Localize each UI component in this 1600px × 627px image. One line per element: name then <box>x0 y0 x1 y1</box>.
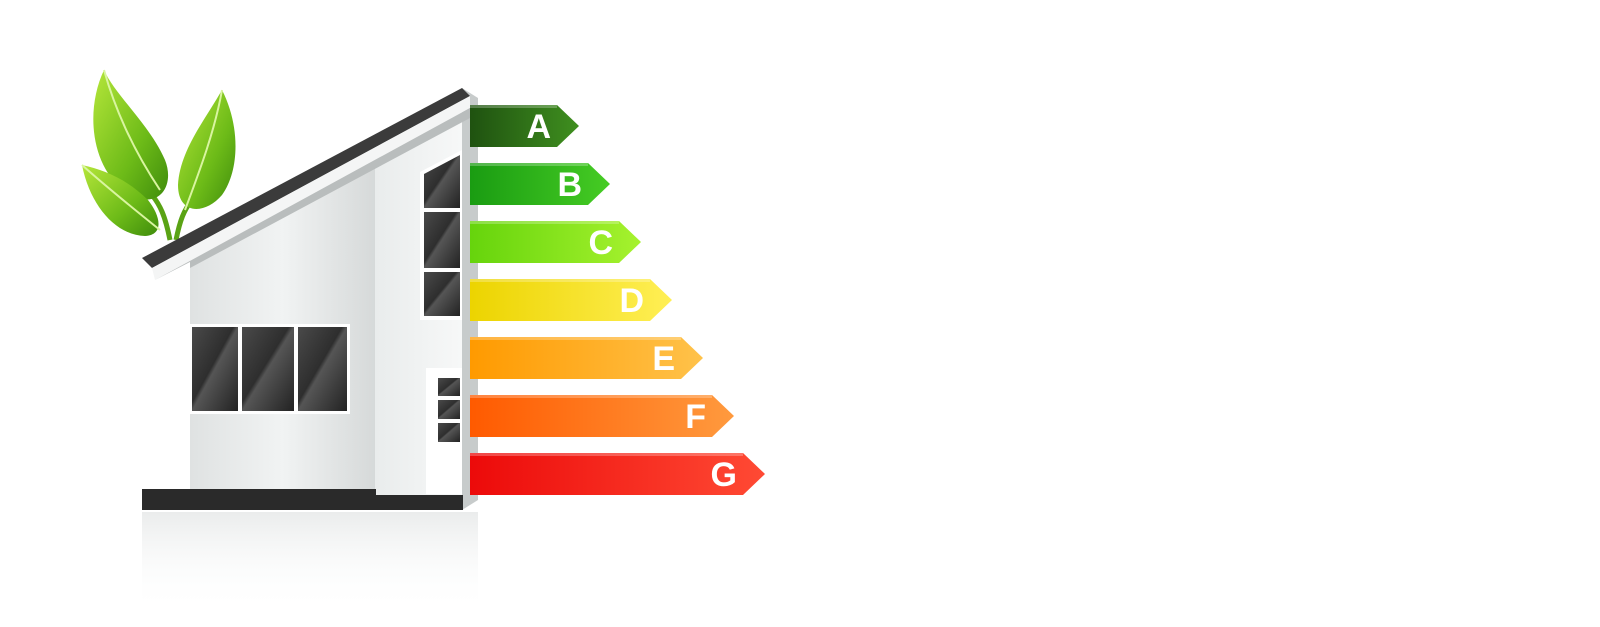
leaves-icon <box>81 69 236 241</box>
rating-letter-e: E <box>652 340 675 378</box>
rating-letter-a: A <box>526 108 551 146</box>
rating-arrow-b <box>470 163 610 205</box>
rating-arrow-a <box>470 105 579 147</box>
rating-arrow-c <box>470 221 641 263</box>
rating-arrow-d <box>470 279 672 321</box>
rating-bar-e: E <box>470 337 703 379</box>
rating-bar-g: G <box>470 453 765 495</box>
rating-letter-c: C <box>588 224 613 262</box>
rating-arrow-g <box>470 453 765 495</box>
rating-arrow-e <box>470 337 703 379</box>
rating-letter-b: B <box>557 166 582 204</box>
rating-letter-g: G <box>711 456 737 494</box>
rating-arrow-f <box>470 395 734 437</box>
rating-bar-c: C <box>470 221 641 263</box>
rating-bar-d: D <box>470 279 672 321</box>
rating-bar-b: B <box>470 163 610 205</box>
rating-letter-d: D <box>619 282 644 320</box>
house-icon <box>142 88 478 612</box>
rating-bar-f: F <box>470 395 734 437</box>
rating-bar-a: A <box>470 105 579 147</box>
rating-letter-f: F <box>685 398 706 436</box>
